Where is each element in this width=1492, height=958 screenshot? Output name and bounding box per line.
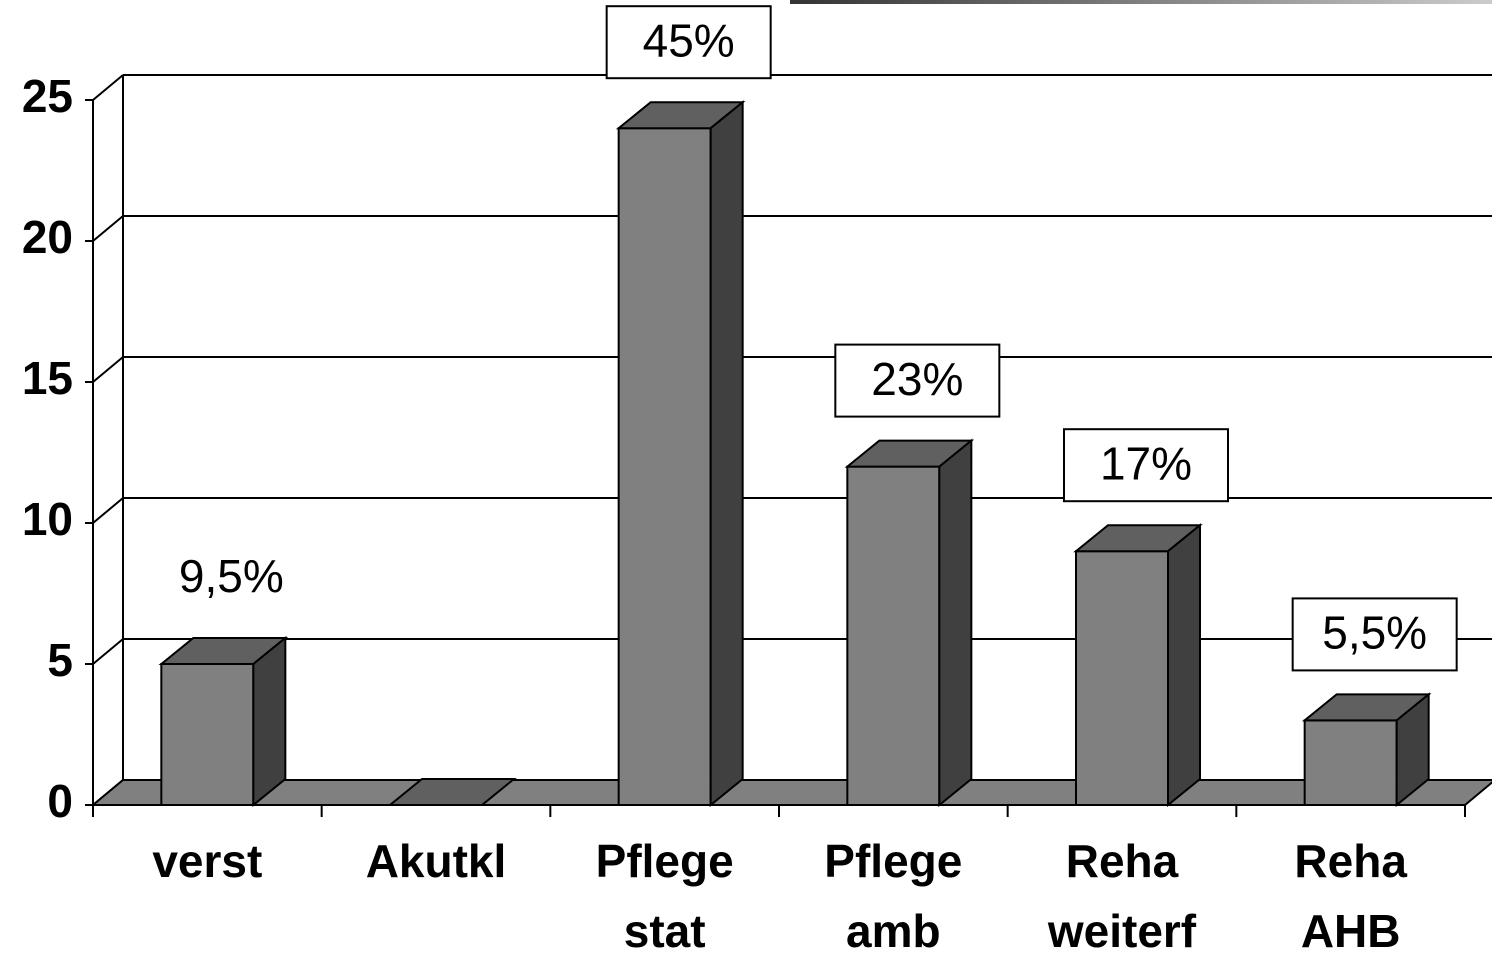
x-tick-label: amb <box>846 905 941 957</box>
bar-front <box>846 465 941 806</box>
annotation: 9,5% <box>179 550 284 602</box>
x-tick-label: Reha <box>1294 835 1407 887</box>
floor <box>90 779 1492 806</box>
bar-front <box>1075 550 1169 807</box>
y-tick-depth <box>92 215 124 242</box>
annotation-box <box>834 343 1001 418</box>
x-tick-label: Pflege <box>596 835 734 887</box>
bar-side <box>938 438 973 808</box>
annotation: 23% <box>871 353 963 405</box>
bar-side <box>1395 692 1430 808</box>
y-tick-label: 15 <box>22 352 73 404</box>
y-tick-depth <box>92 497 124 524</box>
x-tick-label: AHB <box>1301 905 1401 957</box>
annotation-box <box>1291 597 1458 672</box>
bar-top <box>387 778 517 806</box>
decor-line <box>790 0 1492 4</box>
x-tick-label: Pflege <box>824 835 962 887</box>
x-tick-label: stat <box>624 905 706 957</box>
x-tick-label: verst <box>152 835 262 887</box>
annotation: 5,5% <box>1322 607 1427 659</box>
x-tick-label: weiterf <box>1047 905 1197 957</box>
y-tick-depth <box>92 356 124 383</box>
y-tick-label: 0 <box>47 775 73 827</box>
x-tick-label: Akutkl <box>366 835 507 887</box>
y-tick-label: 10 <box>22 493 73 545</box>
y-tick-label: 25 <box>22 70 73 122</box>
bar-front <box>160 663 255 806</box>
bar-front <box>617 127 712 806</box>
y-tick-label: 20 <box>22 211 73 263</box>
annotation: 17% <box>1100 437 1192 489</box>
annotation-box <box>605 5 772 80</box>
annotation: 45% <box>643 14 735 66</box>
bar-side <box>709 100 744 808</box>
y-tick-depth <box>92 638 124 665</box>
bar-side <box>252 635 287 808</box>
annotation-box <box>1063 428 1229 503</box>
y-tick-depth <box>92 74 124 101</box>
bar-side <box>1167 523 1201 808</box>
y-tick-label: 5 <box>47 634 73 686</box>
bar-front <box>1303 719 1398 807</box>
x-tick-label: Reha <box>1066 835 1179 887</box>
